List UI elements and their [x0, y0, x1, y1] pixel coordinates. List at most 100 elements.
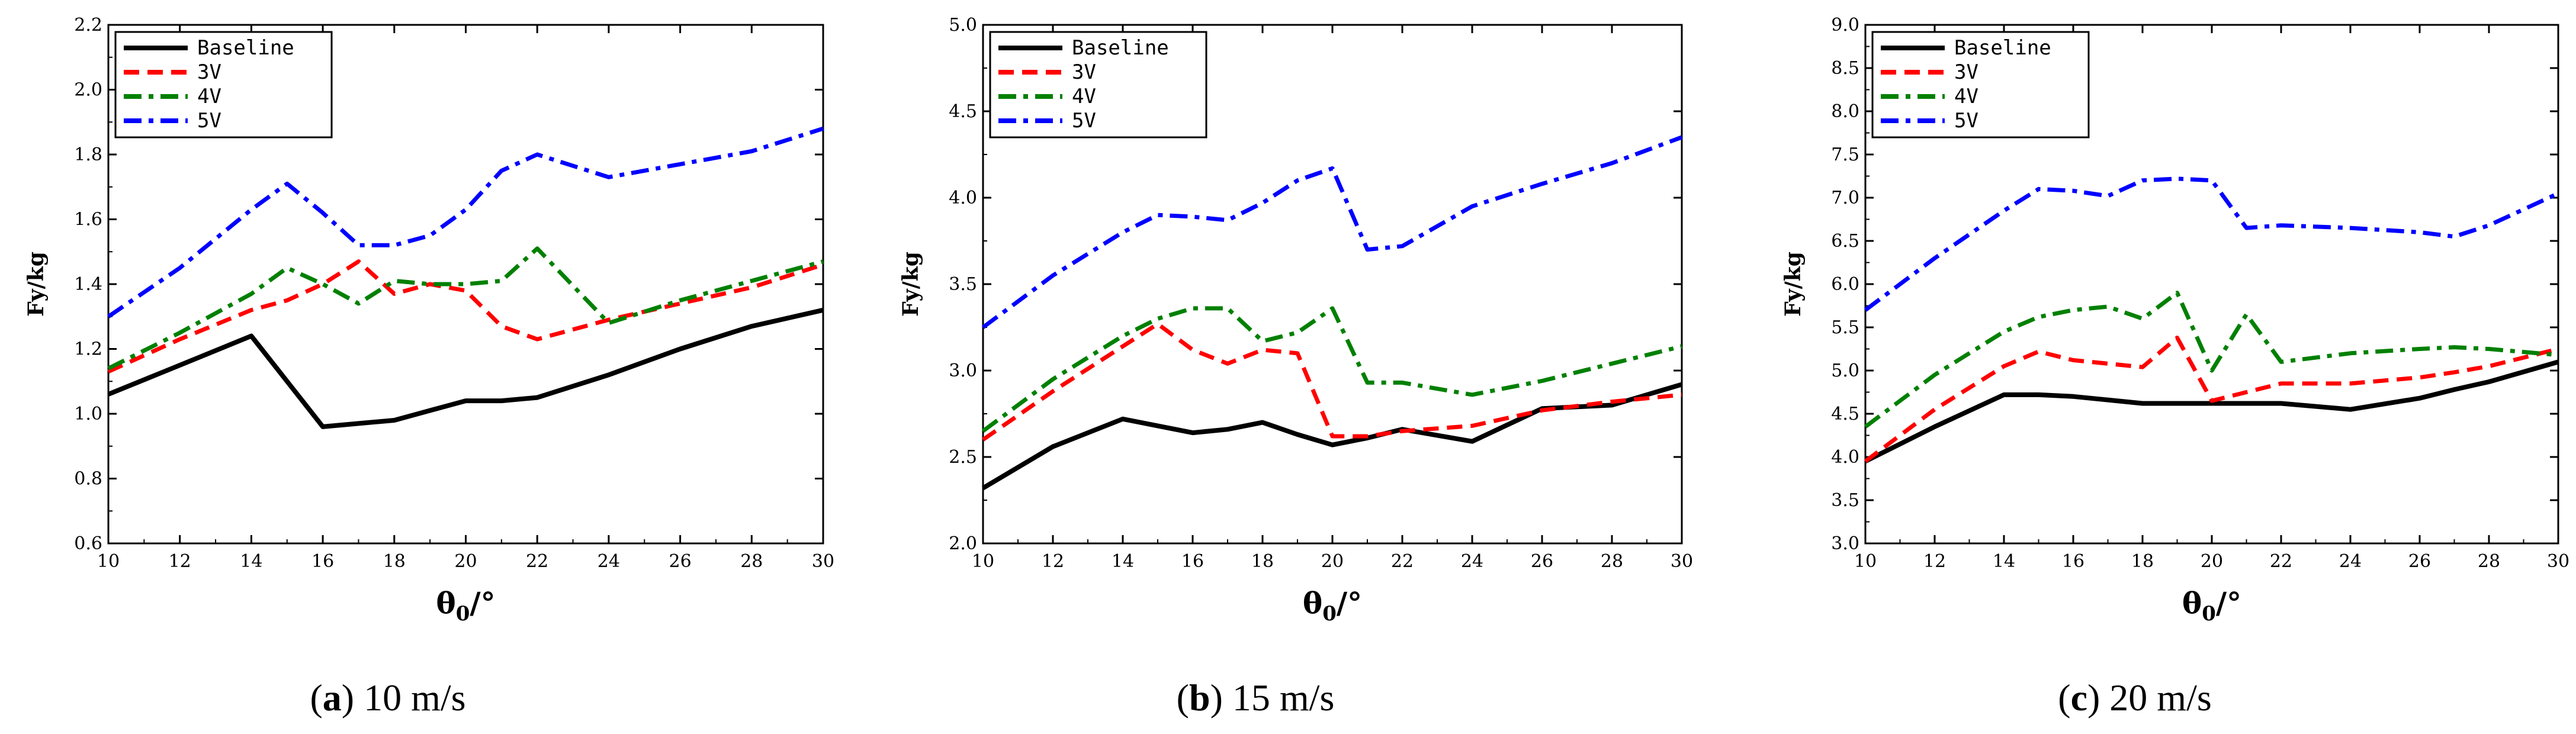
caption-text: ) 20 m/s	[2087, 677, 2212, 719]
legend-label-3v: 3V	[1072, 60, 1096, 84]
series-line-5v	[981, 135, 1683, 329]
series-line-3v	[982, 321, 1682, 442]
x-axis-label-theta: θ	[1303, 585, 1322, 620]
y-tick-label: 6.0	[1831, 274, 1859, 295]
x-axis-label: θ0/°	[436, 585, 495, 626]
caption-paren-open: (	[1177, 677, 1189, 719]
caption-paren-open: (	[2058, 677, 2070, 719]
y-axis-label: Fy/kg	[24, 252, 49, 317]
x-tick-label: 10	[97, 551, 120, 572]
x-tick-label: 16	[1181, 551, 1204, 572]
y-tick-label: 1.8	[74, 144, 102, 165]
series-line-baseline	[1864, 359, 2559, 463]
caption-paren-open: (	[310, 677, 322, 719]
legend-label-5v: 5V	[197, 109, 221, 133]
x-tick-label: 28	[2478, 551, 2500, 572]
y-tick-label: 4.0	[1831, 447, 1859, 468]
y-tick-label: 5.5	[1831, 317, 1859, 338]
y-tick-label: 2.0	[74, 80, 102, 101]
x-tick-label: 22	[526, 551, 548, 572]
x-axis-label-subscript: 0	[2202, 602, 2216, 626]
series-line-3v	[107, 259, 824, 374]
x-axis-label: θ0/°	[2182, 585, 2241, 626]
y-tick-label: 0.6	[74, 533, 102, 554]
y-tick-label: 4.0	[949, 188, 977, 208]
series-line-5v	[107, 126, 824, 318]
x-tick-label: 10	[972, 551, 994, 572]
y-tick-label: 1.2	[74, 339, 102, 360]
caption-letter: b	[1189, 677, 1210, 719]
x-tick-label: 24	[1461, 551, 1483, 572]
series-line-baseline	[981, 382, 1683, 491]
y-tick-label: 2.0	[949, 533, 977, 554]
x-tick-label: 20	[1321, 551, 1344, 572]
y-tick-label: 7.0	[1831, 188, 1859, 208]
x-tick-label: 16	[2062, 551, 2084, 572]
y-tick-label: 1.4	[74, 274, 102, 295]
legend-label-4v: 4V	[1954, 85, 1978, 108]
x-tick-label: 28	[1601, 551, 1623, 572]
chart-panel-c: 10 12 14 16 18 20 22 24 26 28 30 3.0 3.5 4.0 4.5 5.0 5.5…	[1781, 15, 2569, 719]
legend-label-baseline: Baseline	[1072, 36, 1169, 60]
x-tick-label: 14	[1112, 551, 1134, 572]
legend-label-3v: 3V	[197, 60, 221, 84]
x-tick-label: 28	[740, 551, 763, 572]
y-axis-label: Fy/kg	[1781, 252, 1806, 317]
legend-label-baseline: Baseline	[197, 36, 294, 60]
x-tick-label: 30	[2547, 551, 2569, 572]
x-tick-label: 30	[812, 551, 834, 572]
caption-letter: a	[323, 677, 342, 719]
x-tick-label: 16	[311, 551, 334, 572]
x-axis-label-suffix: /°	[1337, 585, 1362, 620]
legend-label-4v: 4V	[197, 85, 221, 108]
series-line-4v	[107, 246, 824, 371]
y-tick-label: 3.0	[1831, 533, 1859, 554]
legend-label-baseline: Baseline	[1954, 36, 2051, 60]
x-tick-label: 20	[454, 551, 477, 572]
y-tick-label: 7.5	[1831, 144, 1859, 165]
x-tick-label: 26	[1531, 551, 1553, 572]
x-tick-label: 12	[1923, 551, 1946, 572]
caption-letter: c	[2071, 677, 2087, 719]
x-tick-label: 22	[2270, 551, 2292, 572]
legend-label-4v: 4V	[1072, 85, 1096, 108]
y-tick-label: 4.5	[1831, 404, 1859, 424]
x-tick-label: 26	[669, 551, 692, 572]
y-tick-label: 5.0	[949, 15, 977, 36]
series-line-4v	[1864, 291, 2559, 429]
chart-panel-a: 10 12 14 16 18 20 22 24 26 28 30 0.6 0.8 1.0 1.2 1.4 1.6…	[24, 15, 834, 719]
x-tick-label: 10	[1854, 551, 1877, 572]
x-tick-label: 22	[1391, 551, 1414, 572]
x-tick-label: 12	[1042, 551, 1064, 572]
y-tick-label: 6.5	[1831, 231, 1859, 252]
y-tick-label: 4.5	[949, 101, 977, 122]
x-axis-label-subscript: 0	[456, 602, 470, 626]
x-axis-label-suffix: /°	[2216, 585, 2241, 620]
series-line-5v	[1864, 176, 2559, 312]
x-tick-label: 14	[1993, 551, 2015, 572]
panel-caption: (b) 15 m/s	[1177, 677, 1335, 719]
legend-label-5v: 5V	[1072, 109, 1096, 133]
x-axis-label-subscript: 0	[1322, 602, 1337, 626]
x-axis-label-suffix: /°	[470, 585, 495, 620]
y-tick-label: 1.0	[74, 404, 102, 424]
legend-label-3v: 3V	[1954, 60, 1978, 84]
y-tick-label: 8.0	[1831, 101, 1859, 122]
y-tick-label: 2.2	[74, 15, 102, 36]
series-line-baseline	[107, 307, 824, 429]
y-tick-label: 3.5	[949, 274, 977, 295]
y-tick-label: 0.8	[74, 469, 102, 490]
y-tick-label: 3.5	[1831, 490, 1859, 511]
x-axis-label: θ0/°	[1303, 585, 1362, 626]
caption-text: ) 15 m/s	[1210, 677, 1335, 719]
caption-text: ) 10 m/s	[342, 677, 466, 719]
x-tick-label: 24	[598, 551, 620, 572]
x-axis-label-theta: θ	[2182, 585, 2202, 620]
x-tick-label: 30	[1671, 551, 1693, 572]
y-tick-label: 1.6	[74, 210, 102, 230]
chart-panel-b: 10 12 14 16 18 20 22 24 26 28 30 2.0 2.5 3.0 3.5 4.0 4.5…	[898, 15, 1693, 719]
x-tick-label: 12	[169, 551, 191, 572]
panel-caption: (c) 20 m/s	[2058, 677, 2212, 719]
y-tick-label: 5.0	[1831, 360, 1859, 381]
x-tick-label: 26	[2408, 551, 2431, 572]
